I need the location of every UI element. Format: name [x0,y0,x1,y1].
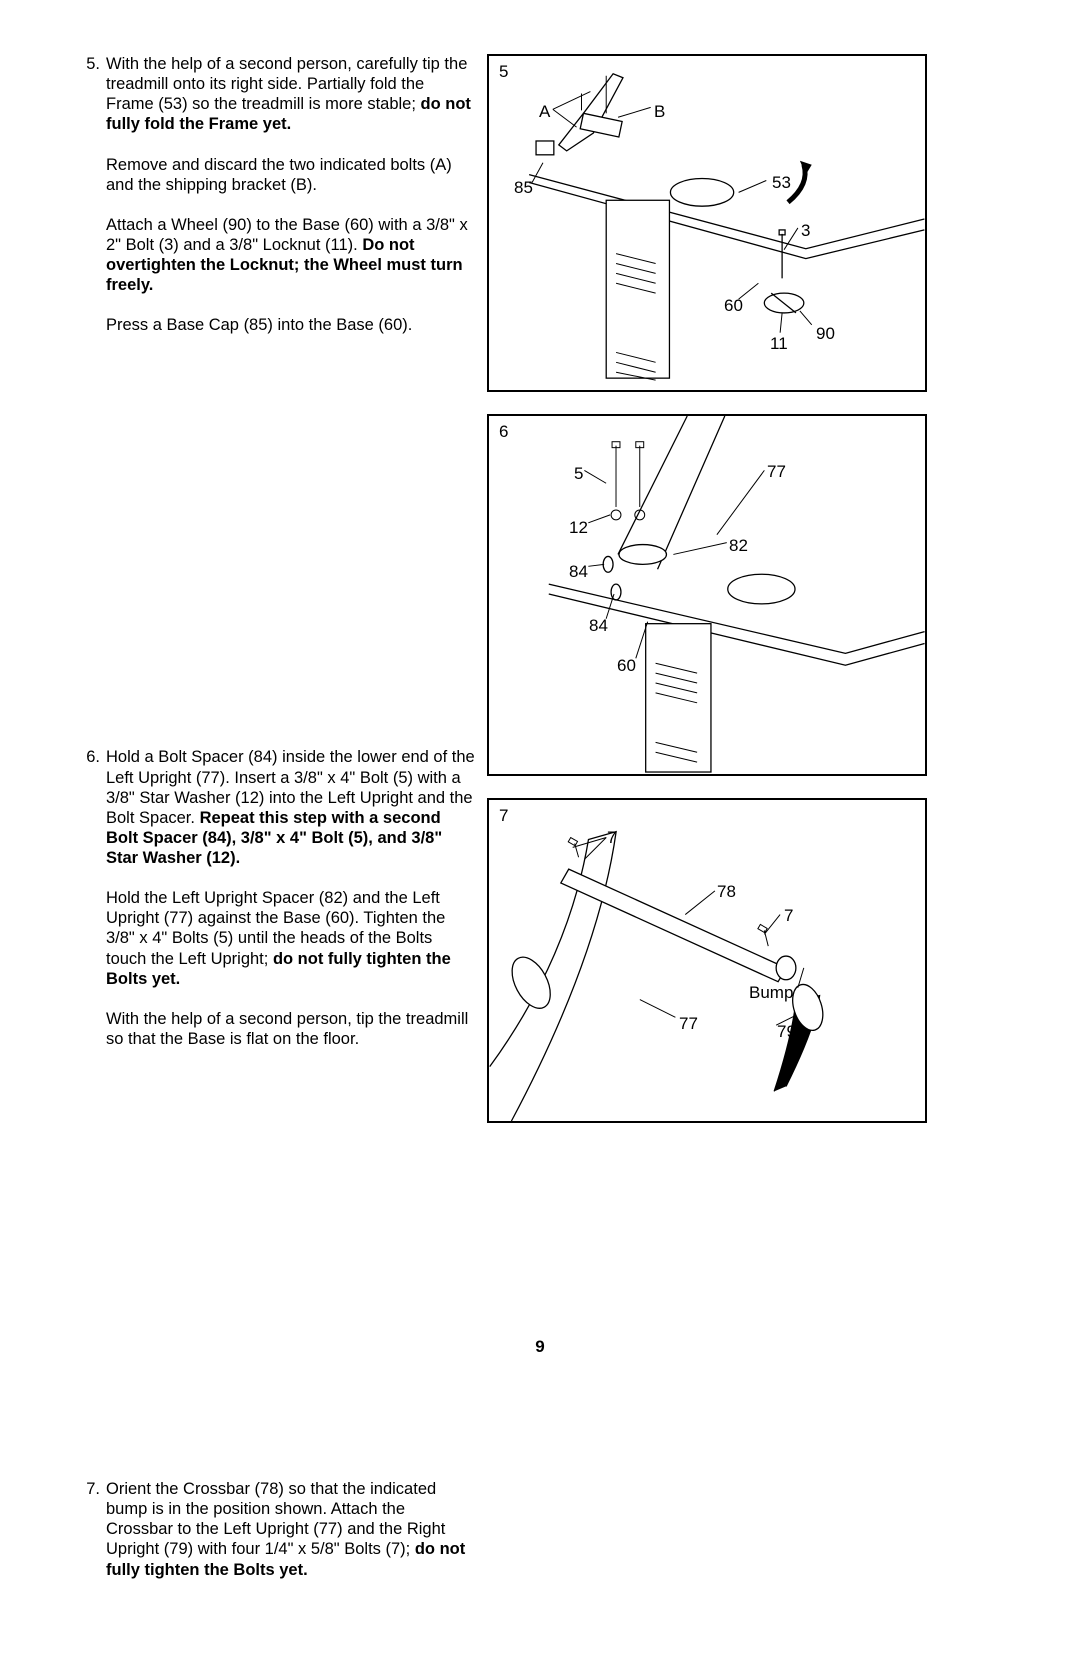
callout-label: 11 [770,334,788,354]
step-number: 6. [80,747,106,1049]
diagram-5-svg [489,56,925,390]
callout-label: 77 [679,1014,698,1034]
diagram-5: 5 [487,54,927,392]
step-5: 5. With the help of a second person, car… [80,54,475,335]
callout-label: 84 [589,616,608,636]
callout-label: 7 [784,906,793,926]
step-body: Hold a Bolt Spacer (84) inside the lower… [106,747,475,1049]
callout-label: A [539,102,550,122]
callout-label: 78 [717,882,736,902]
callout-label: 7 [607,828,616,848]
step-body: Orient the Crossbar (78) so that the ind… [106,1479,475,1580]
instruction-paragraph: Orient the Crossbar (78) so that the ind… [106,1479,475,1580]
diagram-7-svg [489,800,925,1121]
diagram-6: 6 [487,414,927,776]
callout-label: 53 [772,173,791,193]
diagram-7: 7 [487,798,927,1123]
diagrams-column: 5 [487,54,1000,1622]
callout-label: 3 [801,221,810,241]
diagram-6-svg [489,416,925,774]
callout-label: 85 [514,178,533,198]
instruction-paragraph: Hold a Bolt Spacer (84) inside the lower… [106,747,475,868]
callout-label: 12 [569,518,588,538]
instructions-column: 5. With the help of a second person, car… [80,54,475,1622]
step-body: With the help of a second person, carefu… [106,54,475,335]
step-number: 5. [80,54,106,335]
callout-label: B [654,102,665,122]
instruction-paragraph: Hold the Left Upright Spacer (82) and th… [106,888,475,989]
callout-label: Bump [749,983,793,1003]
page: 5. With the help of a second person, car… [0,0,1080,1662]
step-7: 7. Orient the Crossbar (78) so that the … [80,1479,475,1580]
instruction-paragraph: Remove and discard the two indicated bol… [106,155,475,195]
instruction-paragraph: With the help of a second person, carefu… [106,54,475,135]
step-6: 6. Hold a Bolt Spacer (84) inside the lo… [80,747,475,1049]
callout-label: 82 [729,536,748,556]
callout-label: 60 [617,656,636,676]
step-number: 7. [80,1479,106,1580]
instruction-paragraph: Attach a Wheel (90) to the Base (60) wit… [106,215,475,296]
callout-label: 5 [574,464,583,484]
callout-label: 90 [816,324,835,344]
page-number: 9 [0,1337,1080,1357]
instruction-paragraph: With the help of a second person, tip th… [106,1009,475,1049]
callout-label: 79 [777,1022,796,1042]
callout-label: 60 [724,296,743,316]
instruction-paragraph: Press a Base Cap (85) into the Base (60)… [106,315,475,335]
callout-label: 84 [569,562,588,582]
callout-label: 77 [767,462,786,482]
